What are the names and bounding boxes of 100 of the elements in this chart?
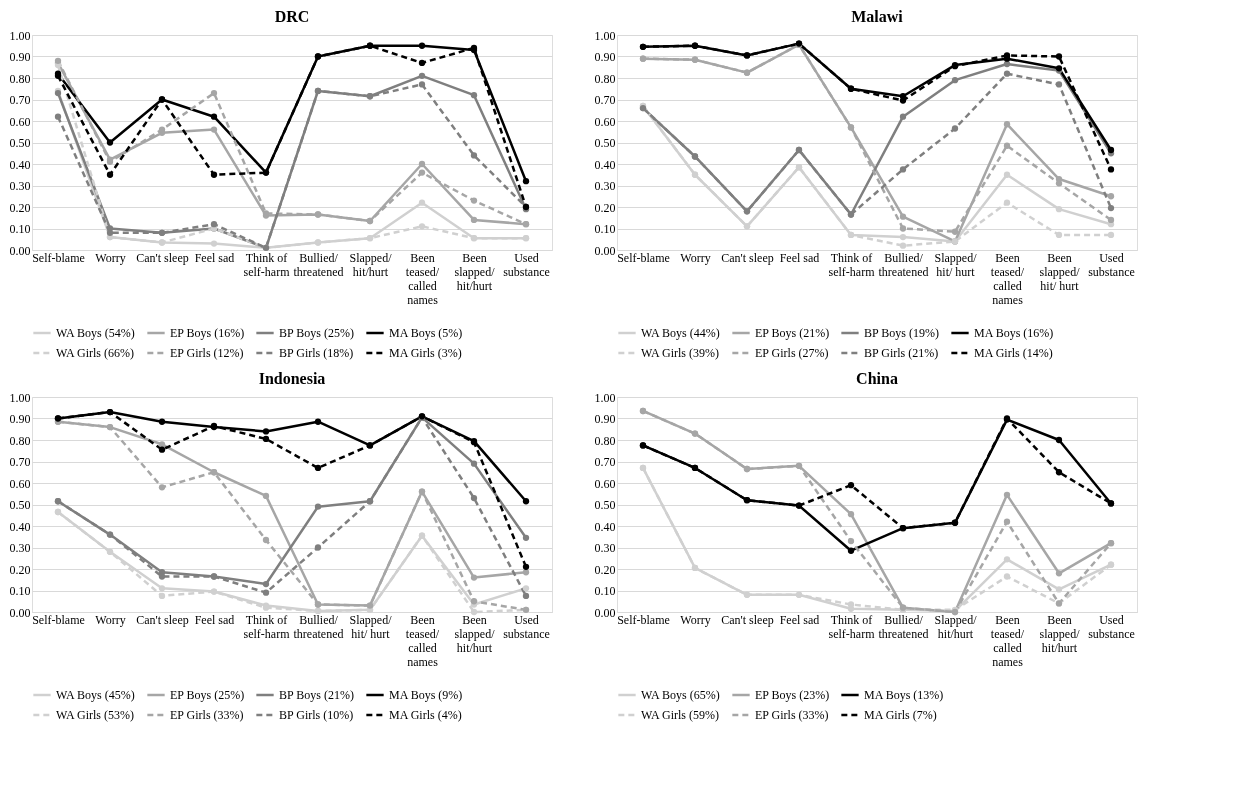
y-tick-label: 1.00	[594, 390, 616, 405]
legend-label: MA Girls (14%)	[974, 346, 1053, 360]
x-tick-label: Slapped/ hit/hurt	[934, 612, 978, 641]
y-tick-label: 0.70	[9, 455, 31, 469]
x-tick-label: Self-blame	[32, 612, 85, 627]
y-tick-label: 0.90	[9, 50, 31, 64]
y-tick-label: 0.40	[594, 519, 616, 534]
y-tick-label: 0.60	[9, 476, 31, 491]
legend-label: EP Boys (16%)	[170, 326, 245, 340]
chart-title: China	[856, 370, 898, 387]
legend-label: MA Girls (7%)	[864, 708, 937, 722]
y-tick-label: 0.10	[594, 222, 616, 236]
legend-label: MA Boys (9%)	[389, 688, 463, 702]
x-tick-label: Self-blame	[617, 612, 670, 627]
y-tick-label: 0.90	[594, 412, 616, 426]
y-tick-label: 0.50	[9, 498, 31, 512]
x-tick-label: Worry	[95, 612, 126, 627]
y-tick-label: 0.10	[594, 584, 616, 598]
x-tick-label: Slapped/ hit/hurt	[349, 250, 393, 279]
x-tick-label: Self-blame	[32, 250, 85, 265]
x-tick-label: Can't sleep	[136, 250, 189, 265]
x-tick-label: Used substance	[503, 250, 550, 279]
x-tick-label: Think of self-harm	[828, 612, 876, 641]
legend-label: EP Girls (12%)	[170, 346, 244, 360]
legend-label: MA Girls (3%)	[389, 346, 462, 360]
legend-label: EP Girls (33%)	[170, 708, 244, 722]
legend-label: MA Boys (5%)	[389, 326, 463, 340]
legend-label: MA Boys (13%)	[864, 688, 944, 702]
y-tick-label: 0.70	[594, 455, 616, 469]
x-tick-label: Think of self-harm	[243, 612, 291, 641]
y-tick-label: 0.80	[9, 71, 31, 86]
y-tick-label: 0.60	[9, 114, 31, 129]
legend-label: WA Girls (66%)	[56, 346, 134, 360]
legend-label: BP Girls (10%)	[279, 708, 354, 722]
x-tick-label: Been slapped/ hit/ hurt	[1039, 250, 1081, 293]
legend-label: BP Girls (18%)	[279, 346, 354, 360]
legend-label: WA Boys (65%)	[641, 688, 720, 702]
x-tick-label: Been slapped/ hit/hurt	[1039, 612, 1081, 655]
x-tick-label: Used substance	[1088, 250, 1135, 279]
y-tick-label: 0.30	[9, 179, 31, 193]
y-tick-label: 0.80	[594, 433, 616, 448]
x-tick-label: Been teased/ called names	[990, 612, 1025, 669]
y-tick-label: 0.40	[9, 157, 31, 172]
y-tick-label: 0.30	[594, 179, 616, 193]
chart-title: Indonesia	[258, 370, 326, 387]
legend-label: EP Boys (21%)	[755, 326, 830, 340]
y-tick-label: 0.70	[594, 93, 616, 107]
legend-label: WA Girls (53%)	[56, 708, 134, 722]
legend-label: EP Girls (27%)	[755, 346, 829, 360]
y-tick-label: 0.00	[594, 605, 616, 620]
y-tick-label: 0.50	[9, 136, 31, 150]
chart-title: Malawi	[851, 8, 904, 25]
y-tick-label: 0.50	[594, 136, 616, 150]
x-tick-label: Worry	[680, 250, 711, 265]
legend-label: WA Girls (59%)	[641, 708, 719, 722]
y-tick-label: 0.10	[9, 222, 31, 236]
y-tick-label: 0.30	[9, 541, 31, 555]
legend-label: WA Boys (44%)	[641, 326, 720, 340]
y-tick-label: 0.20	[9, 562, 31, 577]
legend-label: MA Boys (16%)	[974, 326, 1054, 340]
y-tick-label: 0.00	[594, 243, 616, 258]
y-tick-label: 0.20	[594, 562, 616, 577]
x-tick-label: Used substance	[1088, 612, 1135, 641]
y-tick-label: 0.10	[9, 584, 31, 598]
y-tick-label: 1.00	[9, 390, 31, 405]
y-tick-label: 0.00	[9, 243, 31, 258]
legend-label: BP Girls (21%)	[864, 346, 939, 360]
x-tick-label: Been slapped/ hit/hurt	[454, 250, 496, 293]
y-tick-label: 0.80	[594, 71, 616, 86]
y-tick-label: 1.00	[9, 28, 31, 43]
legend-label: BP Boys (21%)	[279, 688, 354, 702]
y-tick-label: 1.00	[594, 28, 616, 43]
legend-label: WA Boys (45%)	[56, 688, 135, 702]
y-tick-label: 0.70	[9, 93, 31, 107]
y-tick-label: 0.20	[9, 200, 31, 215]
x-tick-label: Slapped/ hit/ hurt	[934, 250, 978, 279]
legend-label: EP Girls (33%)	[755, 708, 829, 722]
y-tick-label: 0.90	[594, 50, 616, 64]
x-tick-label: Been teased/ called names	[405, 612, 440, 669]
y-tick-label: 0.60	[594, 114, 616, 129]
legend-label: BP Boys (25%)	[279, 326, 354, 340]
legend-label: WA Girls (39%)	[641, 346, 719, 360]
legend-label: WA Boys (54%)	[56, 326, 135, 340]
y-tick-label: 0.50	[594, 498, 616, 512]
y-tick-label: 0.90	[9, 412, 31, 426]
x-tick-label: Bullied/ threatened	[293, 250, 344, 279]
x-tick-label: Feel sad	[194, 612, 235, 627]
y-tick-label: 0.40	[594, 157, 616, 172]
x-tick-label: Can't sleep	[721, 250, 774, 265]
y-tick-label: 0.20	[594, 200, 616, 215]
x-tick-label: Feel sad	[194, 250, 235, 265]
x-tick-label: Think of self-harm	[243, 250, 291, 279]
legend-label: BP Boys (19%)	[864, 326, 939, 340]
chart-title: DRC	[274, 8, 310, 25]
x-tick-label: Used substance	[503, 612, 550, 641]
x-tick-label: Been teased/ called names	[405, 250, 440, 307]
x-tick-label: Bullied/ threatened	[878, 612, 929, 641]
y-tick-label: 0.80	[9, 433, 31, 448]
x-tick-label: Feel sad	[779, 612, 820, 627]
x-tick-label: Been slapped/ hit/hurt	[454, 612, 496, 655]
